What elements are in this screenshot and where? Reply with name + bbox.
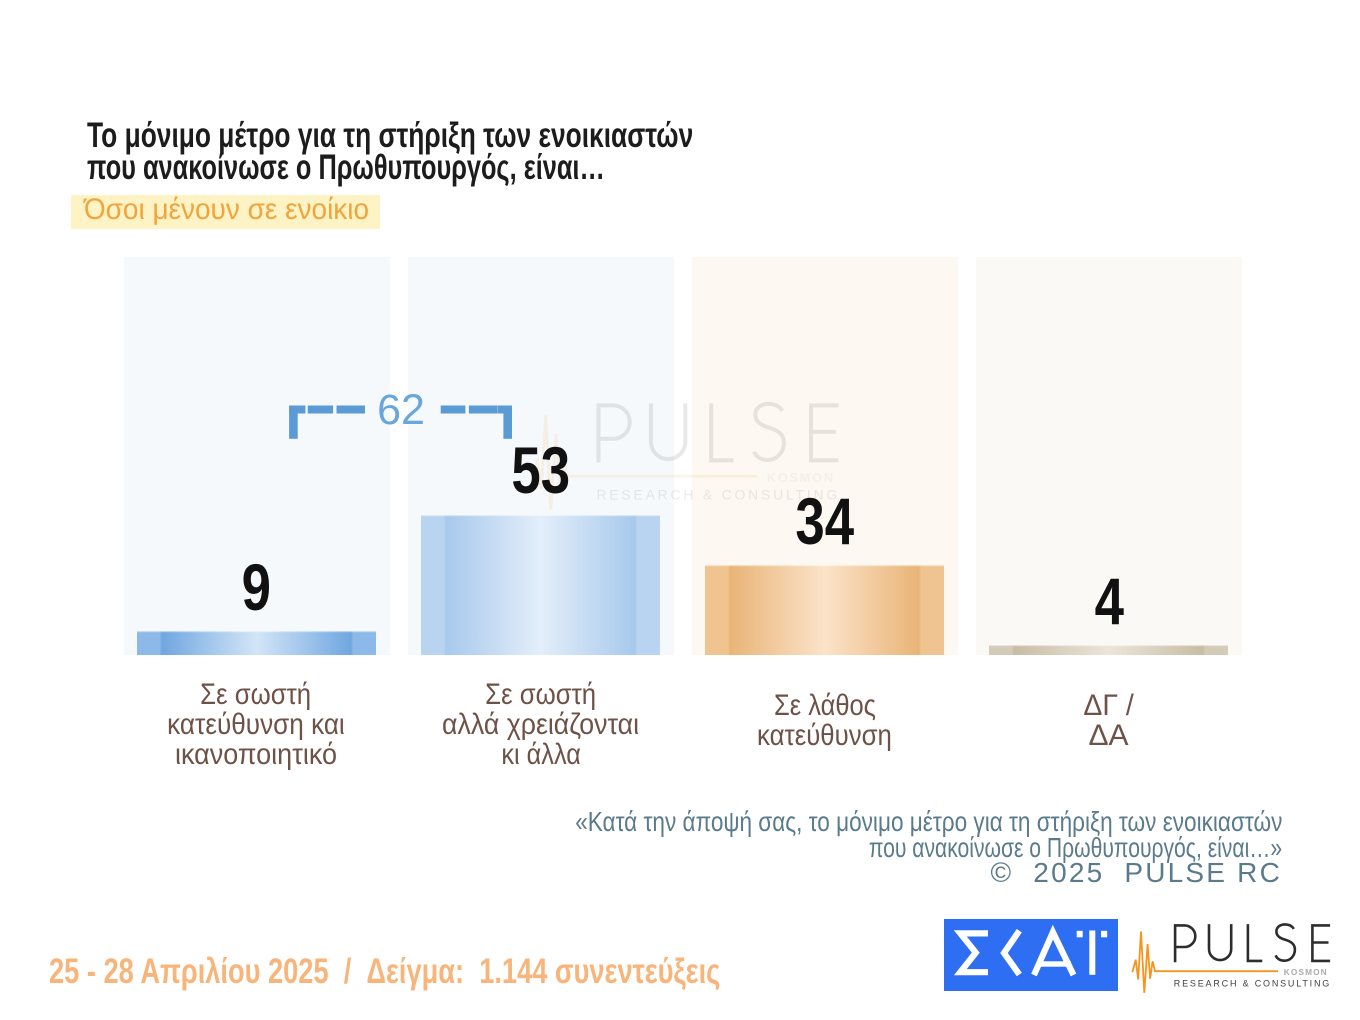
svg-text:KOSMON: KOSMON	[1284, 967, 1328, 977]
svg-text:KOSMON: KOSMON	[766, 469, 834, 484]
svg-text:RESEARCH & CONSULTING: RESEARCH & CONSULTING	[1174, 978, 1330, 988]
